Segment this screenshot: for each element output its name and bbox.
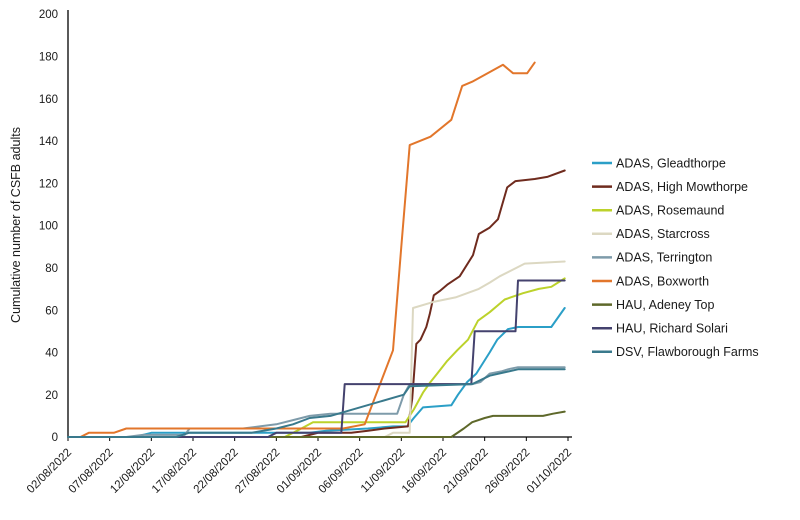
legend-label: ADAS, Gleadthorpe <box>616 156 726 170</box>
y-tick-label: 140 <box>39 136 58 148</box>
legend-item: ADAS, Boxworth <box>592 274 709 288</box>
legend-item: ADAS, Starcross <box>592 227 710 241</box>
legend-item: HAU, Adeney Top <box>592 298 714 312</box>
y-tick-label: 200 <box>39 9 58 21</box>
y-tick-labels: 0 20 40 60 80 100 120 140 160 180 200 <box>39 9 58 444</box>
series-line-dsv-flawborough-farms <box>67 368 566 438</box>
y-tick-label: 0 <box>52 432 58 444</box>
series-line-hau-richard-solari <box>67 279 566 438</box>
legend-label: ADAS, Boxworth <box>616 274 709 288</box>
y-tick-label: 100 <box>39 221 58 233</box>
series-line-adas-high-mowthorpe <box>67 169 566 438</box>
series-lines <box>67 61 566 438</box>
legend-label: DSV, Flawborough Farms <box>616 345 759 359</box>
x-tick-label: 06/09/2022 <box>317 447 366 496</box>
y-tick-label: 180 <box>39 52 58 64</box>
legend-item: DSV, Flawborough Farms <box>592 345 759 359</box>
legend-item: ADAS, Terrington <box>592 251 712 265</box>
y-tick-label: 20 <box>45 390 58 402</box>
legend-label: ADAS, High Mowthorpe <box>616 180 748 194</box>
x-tick-labels: 02/08/202207/08/202212/08/202217/08/2022… <box>25 437 574 496</box>
y-tick-label: 40 <box>45 348 58 360</box>
x-tick-label: 01/10/2022 <box>525 447 574 496</box>
series-line-adas-rosemaund <box>67 277 566 438</box>
legend-item: HAU, Richard Solari <box>592 322 728 336</box>
series-line-adas-boxworth <box>67 61 536 438</box>
y-tick-label: 60 <box>45 305 58 317</box>
legend: ADAS, Gleadthorpe ADAS, High Mowthorpe A… <box>592 156 759 359</box>
legend-label: ADAS, Rosemaund <box>616 204 724 218</box>
legend-item: ADAS, High Mowthorpe <box>592 180 748 194</box>
legend-item: ADAS, Gleadthorpe <box>592 156 726 170</box>
y-tick-label: 80 <box>45 263 58 275</box>
series-line-adas-starcross <box>67 260 566 438</box>
y-tick-label: 160 <box>39 94 58 106</box>
legend-label: ADAS, Terrington <box>616 251 712 265</box>
legend-label: ADAS, Starcross <box>616 227 710 241</box>
legend-label: HAU, Adeney Top <box>616 298 714 312</box>
series-line-hau-adeney-top <box>67 410 566 438</box>
legend-item: ADAS, Rosemaund <box>592 204 724 218</box>
y-axis-title: Cumulative number of CSFB adults <box>9 127 23 323</box>
series-line-adas-terrington <box>67 366 566 438</box>
legend-label: HAU, Richard Solari <box>616 322 728 336</box>
y-tick-label: 120 <box>39 178 58 190</box>
